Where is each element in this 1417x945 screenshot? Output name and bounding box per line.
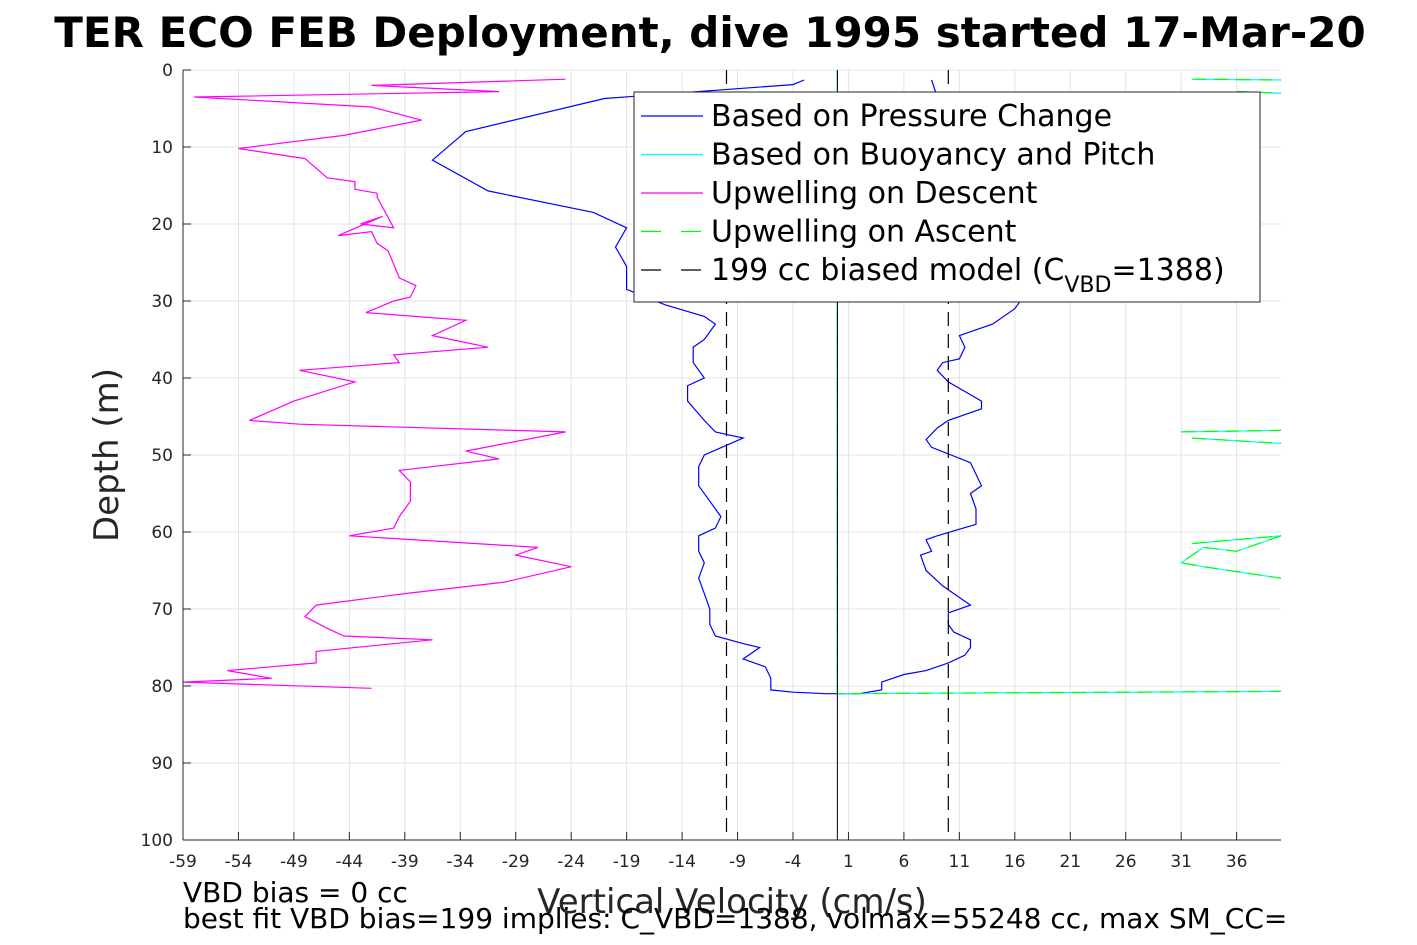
footnote-best-fit: best fit VBD bias=199 implies: C_VBD=138…	[183, 902, 1287, 935]
axes: -59 -54 -49 -44 -39 -34 -29 -24 -19 -14 -9 -4 1 6 11 16…	[141, 61, 1281, 872]
y-tick-label: 30	[151, 292, 173, 312]
legend-label-main: 199 cc biased model (C	[711, 253, 1064, 288]
x-tick-label: 6	[898, 852, 909, 872]
y-tick-label: 20	[151, 215, 173, 235]
legend-label: Based on Pressure Change	[711, 99, 1112, 134]
legend-label: Upwelling on Descent	[711, 176, 1038, 211]
y-axis-label: Depth (m)	[87, 368, 127, 542]
x-tick-label: -39	[391, 852, 419, 872]
legend: Based on Pressure Change Based on Buoyanc…	[633, 91, 1261, 303]
x-tick-label: 26	[1115, 852, 1137, 872]
y-tick-label: 0	[162, 61, 173, 81]
series-line-4	[725, 70, 949, 840]
y-tick-label: 90	[151, 754, 173, 774]
x-tick-label: 1	[843, 852, 854, 872]
legend-label: 199 cc biased model (CVBD=1388)	[711, 253, 1225, 298]
x-tick-label: -59	[169, 852, 197, 872]
x-tick-label: -54	[225, 852, 253, 872]
y-tick-label: 60	[151, 523, 173, 543]
x-tick-label: -29	[502, 852, 530, 872]
y-tick-label: 70	[151, 600, 173, 620]
x-tick-label: 31	[1170, 852, 1192, 872]
x-tick-label: 21	[1059, 852, 1081, 872]
x-tick-label: -9	[729, 852, 746, 872]
x-tick-label: 11	[949, 852, 971, 872]
x-tick-label: -24	[557, 852, 585, 872]
y-tick-label: 100	[141, 831, 173, 851]
y-tick-label: 50	[151, 446, 173, 466]
x-tick-label: -34	[446, 852, 474, 872]
y-tick-label: 10	[151, 138, 173, 158]
x-tick-label: -19	[613, 852, 641, 872]
footnote-vbd-bias: VBD bias = 0 cc	[183, 876, 408, 909]
legend-box	[633, 91, 1261, 303]
y-tick-label: 80	[151, 677, 173, 697]
chart-title: TER ECO FEB Deployment, dive 1995 starte…	[54, 8, 1365, 57]
y-tick-label: 40	[151, 369, 173, 389]
legend-label-subscript: VBD	[1064, 273, 1111, 298]
series-line-2	[182, 78, 572, 689]
legend-label: Upwelling on Ascent	[711, 215, 1017, 250]
x-tick-label: 16	[1004, 852, 1026, 872]
x-tick-label: -14	[668, 852, 696, 872]
x-tick-label: -44	[335, 852, 363, 872]
x-tick-label: -49	[280, 852, 308, 872]
legend-label: Based on Buoyancy and Pitch	[711, 138, 1155, 173]
x-axis-label: Vertical Velocity (cm/s)	[537, 882, 927, 922]
x-tick-label: -4	[785, 852, 802, 872]
legend-label-end: =1388)	[1111, 253, 1224, 288]
x-tick-label: 36	[1226, 852, 1248, 872]
